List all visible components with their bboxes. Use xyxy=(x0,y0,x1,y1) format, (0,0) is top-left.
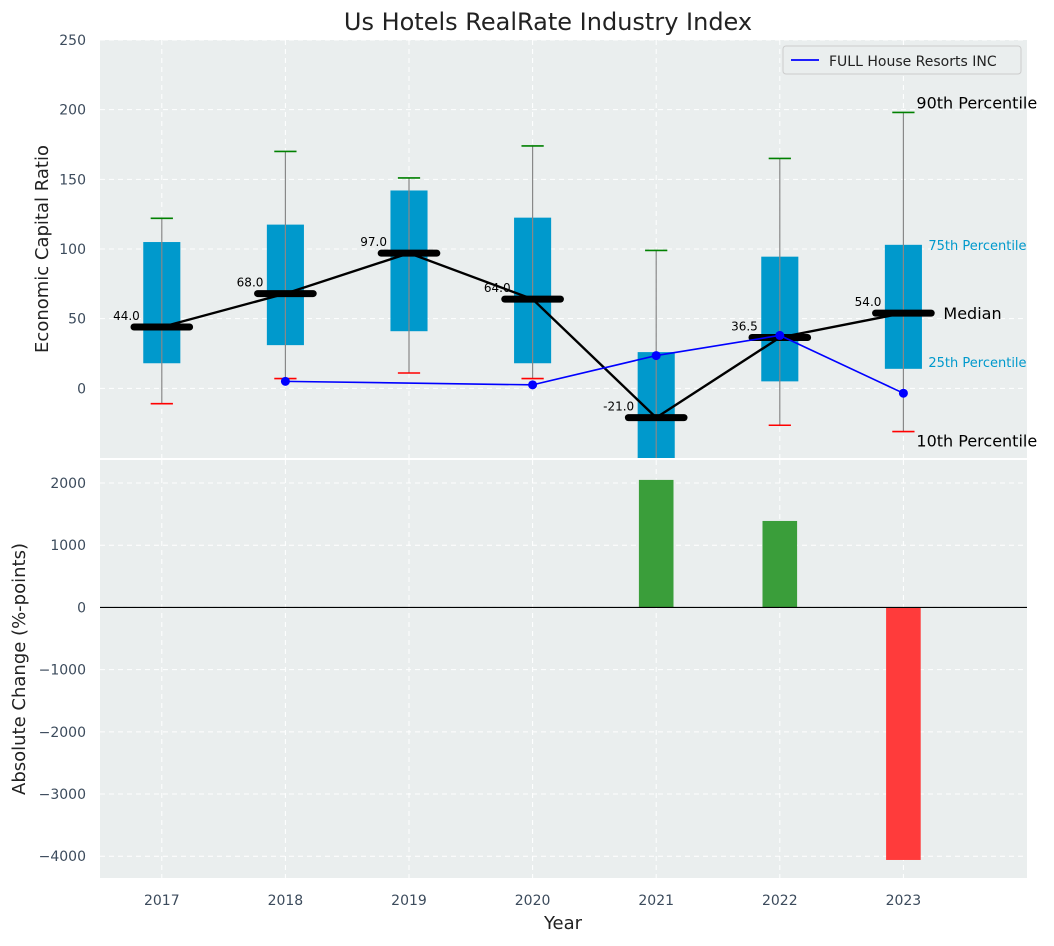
company-point xyxy=(651,351,661,361)
bottom-y-tick-label: 1000 xyxy=(50,538,86,554)
top-y-tick-label: 0 xyxy=(77,381,86,397)
bottom-y-tick-label: −1000 xyxy=(39,663,86,679)
change-bar xyxy=(762,520,798,608)
top-y-tick-label: 100 xyxy=(59,242,86,258)
legend-label: FULL House Resorts INC xyxy=(829,54,997,70)
median-label: 68.0 xyxy=(237,276,264,290)
bottom-y-tick-label: −2000 xyxy=(39,725,86,741)
annotation-25th: 25th Percentile xyxy=(928,356,1026,371)
bottom-plot-area xyxy=(100,460,1027,878)
top-panel-marks: 44.0 68.0 97.0 64.0 -21.0 36.5 54.0 xyxy=(113,111,935,458)
median-label: 36.5 xyxy=(731,319,758,333)
annotation-90th: 90th Percentile xyxy=(916,93,1037,112)
median-label: 97.0 xyxy=(360,235,387,249)
company-point xyxy=(775,330,785,340)
change-bar xyxy=(886,607,921,860)
x-tick-label: 2022 xyxy=(762,893,798,909)
x-tick-label: 2020 xyxy=(515,893,551,909)
top-y-tick-label: 250 xyxy=(59,33,86,49)
change-bar xyxy=(638,479,674,608)
median-label: -21.0 xyxy=(603,400,634,414)
top-y-tick-label: 150 xyxy=(59,172,86,188)
annotation-median: Median xyxy=(943,304,1001,323)
chart-title: Us Hotels RealRate Industry Index xyxy=(344,8,752,36)
bottom-y-tick-label: −4000 xyxy=(39,849,86,865)
company-point xyxy=(280,376,290,386)
bottom-y-tick-label: 0 xyxy=(77,600,86,616)
median-label: 54.0 xyxy=(855,295,882,309)
x-tick-label: 2023 xyxy=(886,893,922,909)
top-y-axis-label: Economic Capital Ratio xyxy=(32,145,53,353)
company-point xyxy=(528,380,538,390)
x-tick-label: 2021 xyxy=(638,893,674,909)
median-label: 44.0 xyxy=(113,309,140,323)
legend-box xyxy=(782,45,1022,75)
annotation-10th: 10th Percentile xyxy=(916,432,1037,451)
top-y-tick-label: 50 xyxy=(68,312,86,328)
top-y-tick-label: 200 xyxy=(59,103,86,119)
company-point xyxy=(898,388,908,398)
x-tick-label: 2017 xyxy=(144,893,180,909)
bottom-y-tick-label: 2000 xyxy=(50,476,86,492)
x-tick-label: 2019 xyxy=(391,893,427,909)
median-label: 64.0 xyxy=(484,281,511,295)
x-axis-label: Year xyxy=(543,913,583,934)
annotation-75th: 75th Percentile xyxy=(928,239,1026,254)
x-tick-label: 2018 xyxy=(268,893,304,909)
bottom-y-axis-label: Absolute Change (%-points) xyxy=(9,543,30,795)
bottom-y-tick-label: −3000 xyxy=(39,787,86,803)
